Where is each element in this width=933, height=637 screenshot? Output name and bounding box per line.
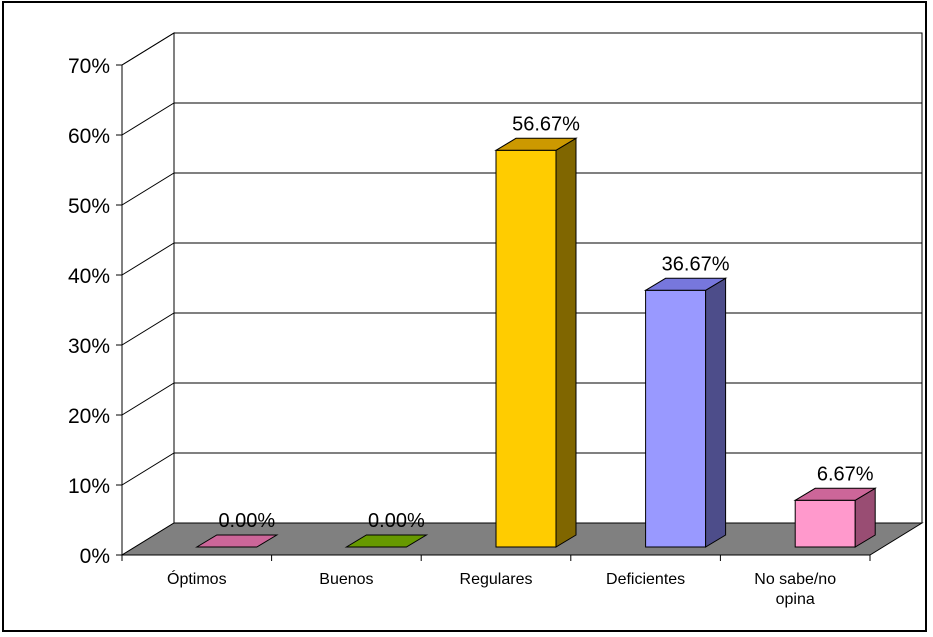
y-tick-label: 40% bbox=[68, 265, 110, 288]
y-tick-label: 0% bbox=[80, 545, 110, 568]
gridline bbox=[121, 32, 922, 66]
bar-top bbox=[194, 534, 279, 548]
bar-side bbox=[705, 277, 727, 548]
gridline bbox=[121, 102, 922, 136]
y-tick-label: 70% bbox=[68, 55, 110, 78]
data-label: 6.67% bbox=[817, 463, 874, 485]
gridline bbox=[121, 242, 922, 276]
side-wall bbox=[121, 32, 175, 556]
y-tick-label: 50% bbox=[68, 195, 110, 218]
bar-front bbox=[645, 289, 707, 548]
data-label: 36.67% bbox=[662, 253, 730, 275]
bar-front bbox=[794, 499, 856, 548]
x-category-label: Deficientes bbox=[606, 571, 685, 588]
bar-top bbox=[494, 137, 578, 151]
data-label: 0.00% bbox=[368, 510, 425, 532]
x-category-label: Buenos bbox=[319, 571, 373, 588]
y-tick-label: 10% bbox=[68, 475, 110, 498]
x-category-label: No sabe/no bbox=[754, 571, 836, 588]
bar-side bbox=[555, 137, 577, 548]
x-category-label: Regulares bbox=[460, 571, 533, 588]
x-category-label: Óptimos bbox=[167, 569, 227, 588]
bar-front bbox=[495, 149, 557, 548]
y-tick-label: 30% bbox=[68, 335, 110, 358]
bar-top bbox=[793, 487, 878, 501]
bar-top bbox=[643, 277, 728, 291]
data-label: 56.67% bbox=[512, 113, 580, 135]
data-label: 0.00% bbox=[218, 510, 275, 532]
gridline bbox=[121, 172, 922, 206]
x-category-label: opina bbox=[776, 591, 815, 608]
bar-top bbox=[344, 534, 429, 548]
y-tick-label: 60% bbox=[68, 125, 110, 148]
y-tick-label: 20% bbox=[68, 405, 110, 428]
